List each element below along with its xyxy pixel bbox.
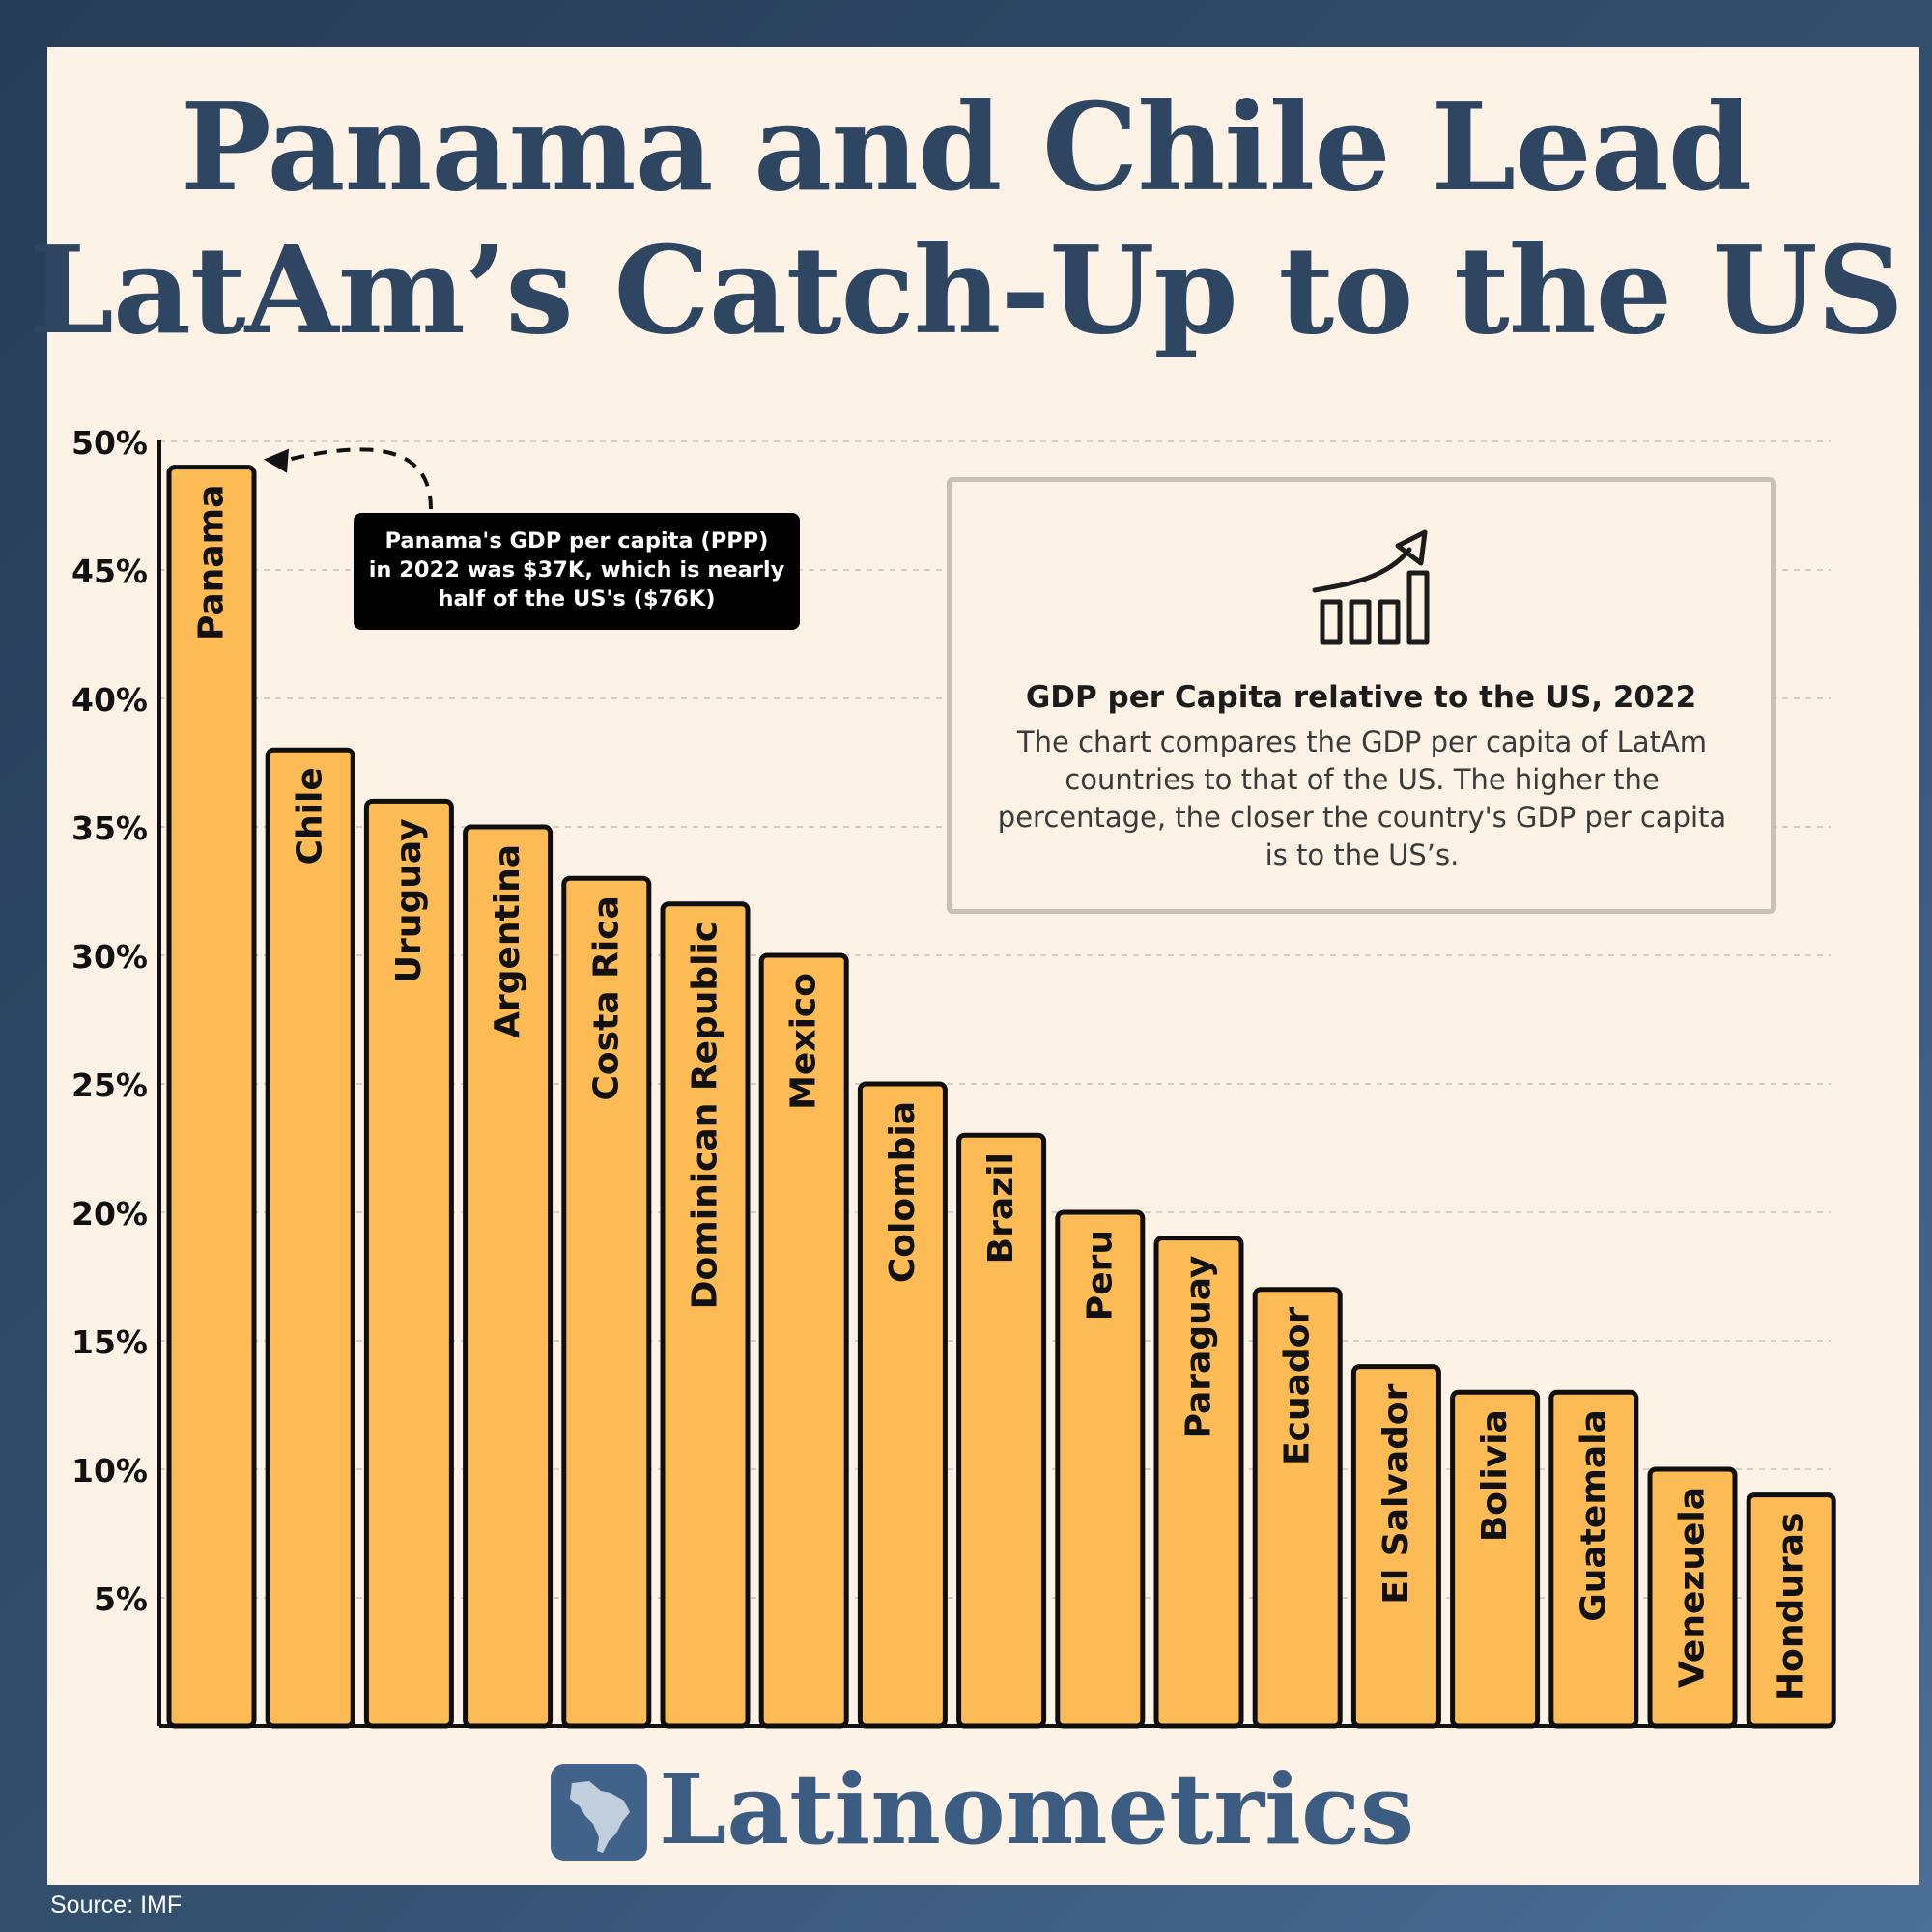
bar [1153,1236,1244,1729]
latin-america-map-shape [570,1781,630,1853]
bar-group: Venezuela [1647,1466,1738,1729]
bar-label: Ecuador [1278,1307,1318,1465]
y-tick-label: 30% [71,938,148,976]
title-line-1: Panama and Chile Lead [180,77,1752,218]
bar-label: Bolivia [1475,1409,1515,1542]
latin-america-map-icon [551,1764,647,1861]
bar-label: El Salvador [1377,1383,1416,1604]
bar-label: Guatemala [1574,1409,1613,1622]
bar-group: Bolivia [1450,1389,1541,1729]
bar-group: Argentina [463,824,554,1729]
bar [758,952,849,1729]
bar [166,465,257,1729]
bar-label: Paraguay [1179,1256,1219,1439]
bar-label: Panama [192,485,232,640]
bar-label: Chile [291,767,330,865]
annotation-line-2: in 2022 was $37K, which is nearly [368,557,785,582]
bar-group: Ecuador [1252,1287,1343,1729]
title-line-2: LatAm’s Catch-Up to the US [29,219,1904,361]
info-box: GDP per Capita relative to the US, 2022 … [947,477,1776,914]
y-tick-label: 10% [71,1452,148,1490]
bar [857,1081,948,1729]
annotation-line-1: Panama's GDP per capita (PPP) [384,528,769,554]
bar-group: Dominican Republic [660,901,751,1729]
bar-group: Panama [166,465,257,1729]
bar [265,747,355,1729]
bar-label: Mexico [784,973,824,1110]
bar-group: Peru [1055,1209,1146,1729]
bar-label: Dominican Republic [686,922,725,1310]
bar [561,875,652,1729]
bar-group: Guatemala [1548,1389,1639,1729]
bar [1450,1389,1541,1729]
info-heading: GDP per Capita relative to the US, 2022 [1025,680,1697,715]
annotation-arrowhead [264,448,289,473]
bar [363,798,454,1729]
bar-group: Uruguay [363,798,454,1729]
info-description: The chart compares the GDP per capita of… [997,725,1727,871]
bar [463,824,554,1729]
y-tick-label: 25% [71,1066,148,1104]
bar-label: Costa Rica [586,895,626,1100]
bar-group: Colombia [857,1081,948,1729]
bar [1746,1492,1836,1729]
bar-group: El Salvador [1350,1364,1441,1729]
bar-group: Brazil [956,1132,1047,1729]
bar [1548,1389,1639,1729]
bar [1055,1209,1146,1729]
bar-group: Mexico [758,952,849,1729]
annotation-arrow [280,447,433,510]
bar-label: Venezuela [1673,1487,1713,1688]
brand-name: Latinometrics [659,1752,1415,1866]
y-tick-label: 15% [71,1323,148,1361]
bar [1252,1287,1343,1729]
bar [1350,1364,1441,1729]
bar [1647,1466,1738,1729]
bar-label: Honduras [1772,1513,1811,1701]
y-tick-label: 35% [71,810,148,847]
bar-group: Chile [265,747,355,1729]
page-title: Panama and Chile Lead LatAm’s Catch-Up t… [0,77,1932,362]
bar [956,1132,1047,1729]
bar-group: Costa Rica [561,875,652,1729]
annotation-line-3: half of the US's ($76K) [438,586,716,611]
y-tick-label: 50% [71,424,148,462]
y-tick-label: 45% [71,553,148,590]
y-tick-label: 20% [71,1195,148,1233]
bar [660,901,751,1729]
bar-label: Uruguay [389,818,429,983]
bar-label: Argentina [488,844,527,1038]
bar-label: Peru [1080,1230,1120,1321]
bar-group: Paraguay [1153,1236,1244,1729]
bar-label: Colombia [883,1101,923,1283]
y-tick-label: 40% [71,681,148,719]
bar-label: Brazil [981,1152,1021,1264]
bar-chart-growth-icon [1312,529,1430,645]
source-note: Source: IMF [50,1891,183,1918]
y-tick-label: 5% [94,1580,148,1618]
bar-group: Honduras [1746,1492,1836,1729]
annotation-callout: Panama's GDP per capita (PPP) in 2022 wa… [354,513,800,630]
